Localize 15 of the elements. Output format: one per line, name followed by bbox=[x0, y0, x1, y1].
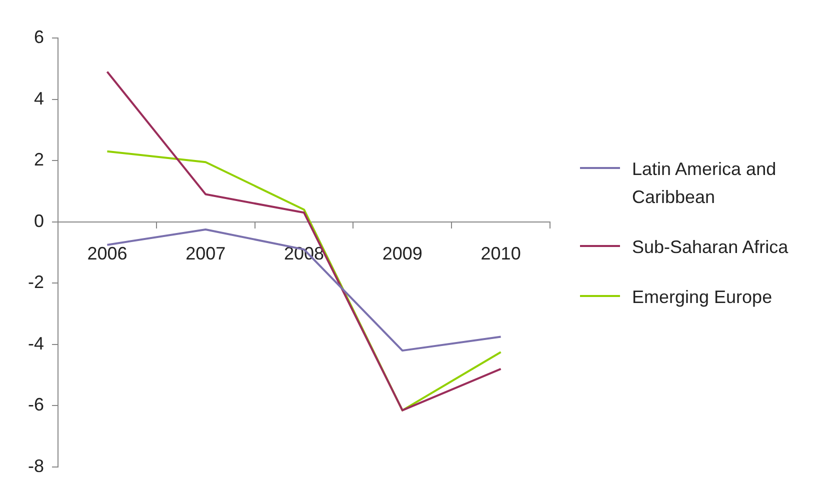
legend-label: Latin America and Caribbean bbox=[632, 158, 778, 209]
x-tick-label: 2006 bbox=[87, 244, 128, 264]
x-tick-label: 2007 bbox=[186, 244, 226, 264]
y-tick-label: -2 bbox=[28, 272, 44, 292]
y-tick-label: -4 bbox=[28, 333, 44, 354]
legend-label: Emerging Europe bbox=[632, 286, 772, 309]
y-tick-label: 6 bbox=[34, 26, 44, 47]
y-tick-label: -6 bbox=[28, 394, 44, 415]
x-tick-label: 2009 bbox=[382, 244, 422, 264]
y-tick-label: 0 bbox=[34, 210, 44, 231]
y-tick-label: -8 bbox=[28, 456, 44, 476]
y-tick-label: 4 bbox=[34, 88, 44, 108]
y-tick-label: 2 bbox=[34, 150, 44, 170]
x-tick-label: 2010 bbox=[480, 244, 521, 264]
legend-label: Sub-Saharan Africa bbox=[632, 236, 788, 259]
